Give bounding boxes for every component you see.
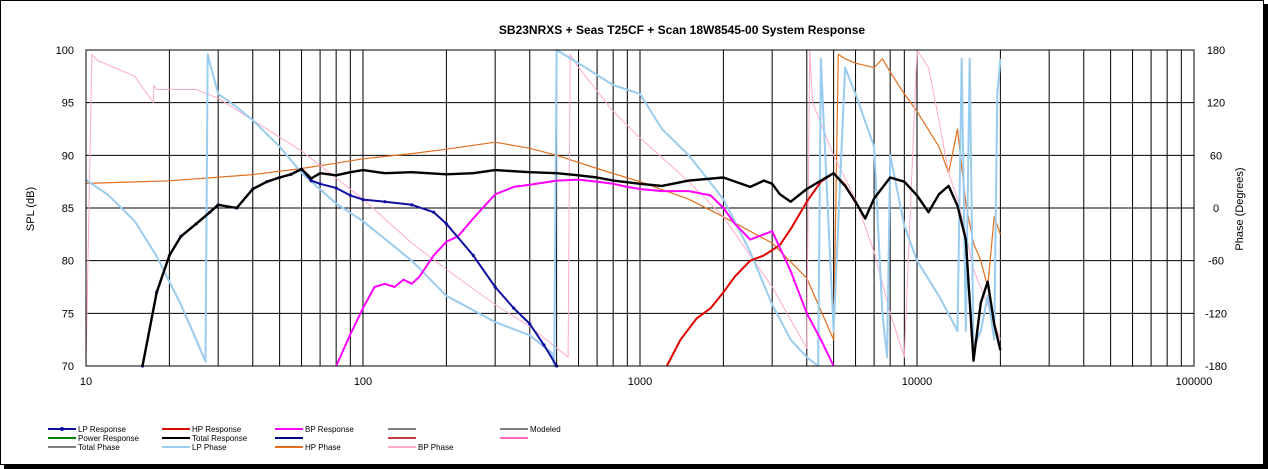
y-axis-label: SPL (dB) [25, 187, 37, 231]
chart-title: SB23NRXS + Seas T25CF + Scan 18W8545-00 … [499, 23, 866, 37]
legend-label: BP Response [305, 425, 354, 434]
legend-label: Modeled [530, 425, 561, 434]
series-bp-phase [85, 49, 1001, 367]
series-point [318, 182, 322, 186]
y2-tick-label: 60 [1210, 150, 1222, 162]
y2-axis-label: Phase (Degrees) [1234, 167, 1246, 250]
series-point [361, 197, 365, 202]
series-point [383, 200, 387, 204]
y2-tick-label: -60 [1208, 256, 1224, 268]
plot-series [85, 49, 1002, 368]
legend: LP Response HP Response BP Response Modeled… [48, 425, 561, 452]
y2-tick-label: -120 [1205, 308, 1227, 320]
series-point [309, 179, 313, 183]
legend-label: LP Phase [192, 443, 227, 452]
x-tick-label: 100 [354, 376, 372, 388]
y-tick-label: 95 [62, 98, 74, 110]
series-point [542, 343, 546, 347]
y-tick-label: 85 [62, 203, 74, 215]
legend-label: BP Phase [418, 443, 454, 452]
y2-tick-label: 120 [1207, 98, 1225, 110]
series-point [410, 203, 414, 207]
series-point [512, 306, 516, 310]
legend-label: HP Response [192, 425, 242, 434]
x-tick-label: 100000 [1176, 376, 1213, 388]
series-point [432, 210, 436, 214]
series-point [471, 253, 475, 257]
legend-label: Power Response [78, 434, 139, 443]
plot-area [85, 49, 1195, 367]
x-tick-label: 10000 [902, 376, 933, 388]
series-point [528, 322, 532, 326]
legend-label: Total Phase [78, 443, 120, 452]
series-point [493, 285, 497, 289]
grid [86, 50, 1194, 366]
series-bp-response [335, 178, 835, 367]
y-tick-label: 70 [62, 361, 74, 373]
x-tick-label: 1000 [628, 376, 652, 388]
y2-tick-label: 180 [1207, 45, 1225, 57]
y-tick-label: 80 [62, 256, 74, 268]
legend-label: Total Response [192, 434, 248, 443]
legend-label: HP Phase [305, 443, 341, 452]
series-total-response [141, 167, 1002, 367]
series-point [334, 186, 338, 190]
axis-ticks: 10 100 1000 10000 100000 70 75 80 85 90 95 100 -180 -… [56, 45, 1227, 388]
y-tick-label: 90 [62, 150, 74, 162]
y-tick-label: 100 [56, 45, 74, 57]
y2-tick-label: 0 [1213, 203, 1219, 215]
y-tick-label: 75 [62, 308, 74, 320]
legend-marker [60, 427, 64, 431]
series-lp-phase [85, 49, 1002, 367]
series-point [348, 193, 352, 197]
series-point [444, 222, 448, 226]
x-tick-label: 10 [80, 376, 92, 388]
legend-label: LP Response [78, 425, 126, 434]
y2-tick-label: -180 [1205, 361, 1227, 373]
